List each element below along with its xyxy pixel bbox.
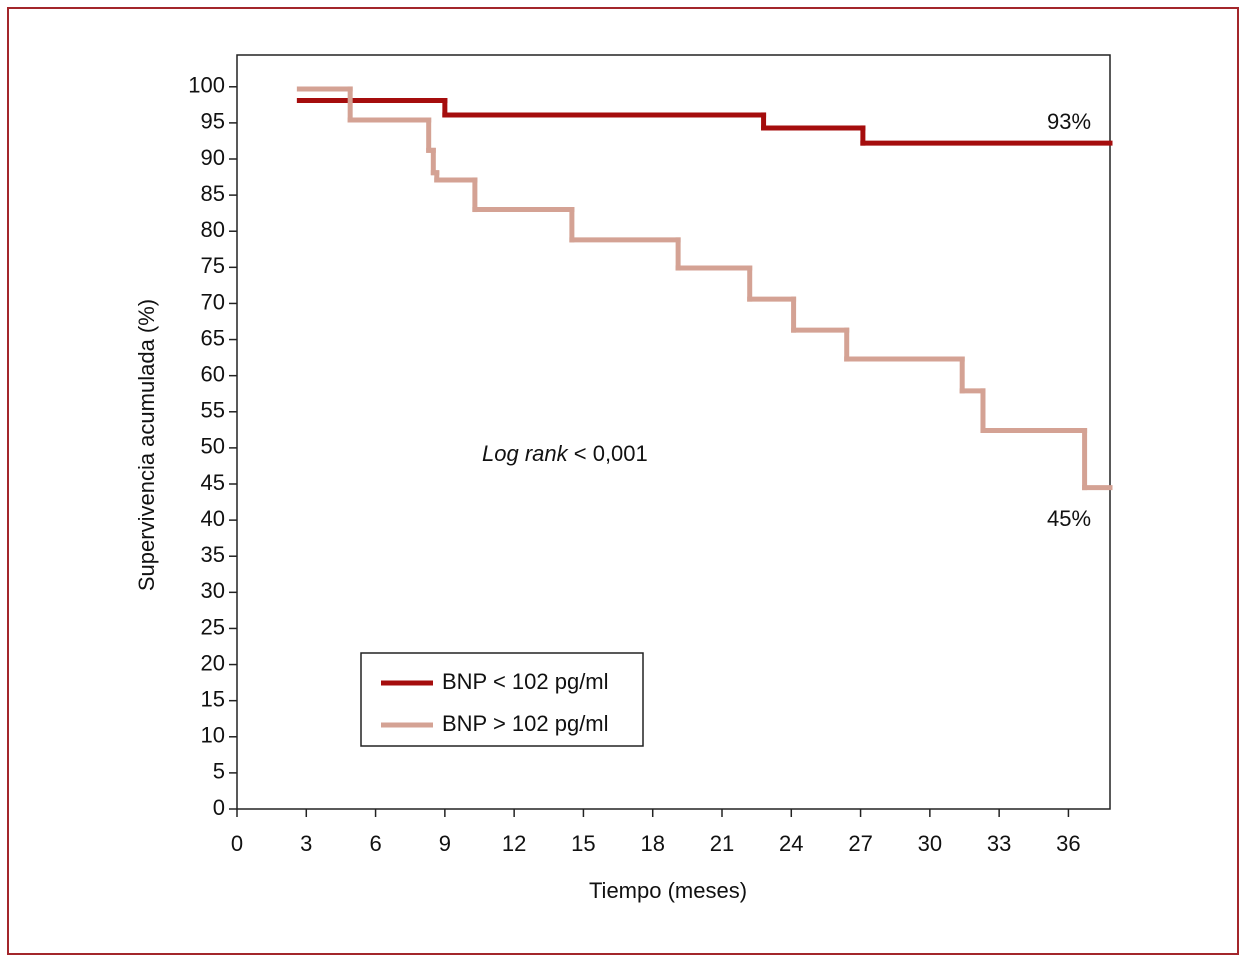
y-tick-label: 90 <box>201 145 225 170</box>
y-tick-label: 0 <box>213 795 225 820</box>
y-tick-label: 40 <box>201 506 225 531</box>
y-tick-label: 55 <box>201 398 225 423</box>
note-text: < 0,001 <box>574 441 648 466</box>
annotation: 93% <box>1047 109 1091 134</box>
x-tick-label: 18 <box>640 831 664 856</box>
y-tick-label: 30 <box>201 578 225 603</box>
y-tick-label: 65 <box>201 325 225 350</box>
y-tick-label: 75 <box>201 253 225 278</box>
legend-label: BNP > 102 pg/ml <box>442 711 609 736</box>
x-tick-label: 9 <box>439 831 451 856</box>
x-tick-label: 6 <box>369 831 381 856</box>
y-tick-label: 35 <box>201 542 225 567</box>
y-tick-label: 60 <box>201 361 225 386</box>
legend-label: BNP < 102 pg/ml <box>442 669 609 694</box>
note: Log rank < 0,001 <box>482 441 648 466</box>
x-tick-label: 21 <box>710 831 734 856</box>
y-tick-label: 10 <box>201 723 225 748</box>
y-tick-label: 5 <box>213 759 225 784</box>
y-tick-label: 85 <box>201 181 225 206</box>
plot-area <box>236 54 1111 810</box>
y-tick-label: 80 <box>201 217 225 242</box>
y-tick-label: 95 <box>201 109 225 134</box>
y-tick-label: 70 <box>201 289 225 314</box>
x-axis-label: Tiempo (meses) <box>589 878 747 903</box>
x-tick-label: 0 <box>231 831 243 856</box>
y-tick-label: 25 <box>201 614 225 639</box>
legend-box <box>360 652 644 747</box>
y-tick-label: 20 <box>201 650 225 675</box>
note-italic: Log rank <box>482 441 569 466</box>
x-tick-label: 24 <box>779 831 803 856</box>
y-tick-label: 15 <box>201 686 225 711</box>
x-tick-label: 15 <box>571 831 595 856</box>
y-tick-label: 45 <box>201 470 225 495</box>
y-axis-label: Supervivencia acumulada (%) <box>134 299 159 591</box>
x-tick-label: 3 <box>300 831 312 856</box>
y-tick-label: 50 <box>201 434 225 459</box>
x-tick-label: 27 <box>848 831 872 856</box>
x-tick-label: 33 <box>987 831 1011 856</box>
x-tick-label: 30 <box>918 831 942 856</box>
annotation: 45% <box>1047 506 1091 531</box>
y-tick-label: 100 <box>188 73 225 98</box>
x-tick-label: 12 <box>502 831 526 856</box>
frame <box>7 7 1239 955</box>
x-tick-label: 36 <box>1056 831 1080 856</box>
